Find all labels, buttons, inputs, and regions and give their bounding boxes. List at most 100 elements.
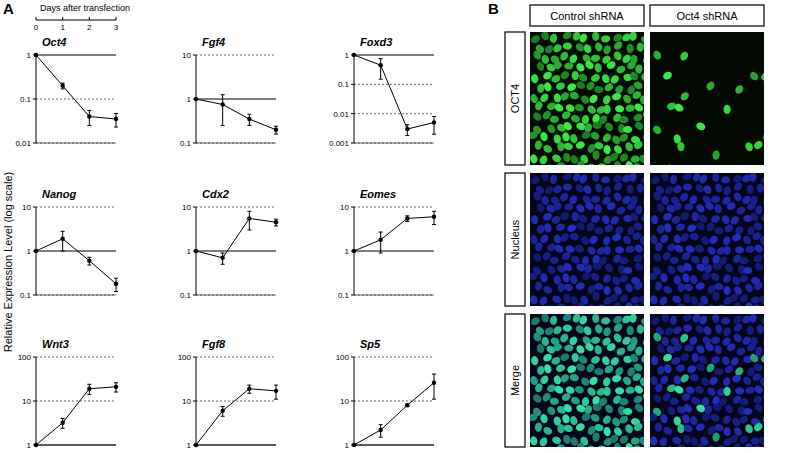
cell [706, 444, 718, 447]
row-header: OCT4 [509, 84, 521, 113]
cell [546, 123, 557, 135]
cell [624, 423, 634, 434]
cell [564, 203, 574, 211]
days-tick [36, 17, 37, 20]
cell [671, 435, 682, 445]
cell [562, 261, 574, 273]
cell [689, 274, 699, 285]
cell [641, 195, 644, 207]
cell [566, 304, 577, 306]
cell [679, 91, 691, 103]
marker [378, 238, 382, 242]
cell [723, 286, 731, 296]
cell [575, 422, 586, 432]
cell [602, 185, 612, 196]
cell [739, 257, 748, 264]
cell [613, 302, 621, 306]
x-range-line [196, 143, 276, 144]
cell [531, 356, 539, 366]
cell [564, 62, 574, 70]
grid-line [354, 113, 434, 114]
cell [694, 385, 705, 395]
cell [629, 173, 637, 182]
error-bar [61, 83, 65, 89]
cell [557, 142, 565, 151]
cell [752, 139, 764, 150]
cell [561, 173, 573, 182]
cell [632, 394, 643, 405]
x-range-line [196, 445, 276, 446]
cell [748, 211, 759, 223]
small-chart: Eomes0.1110 [338, 188, 436, 300]
x-range-line [354, 143, 434, 144]
cell [651, 215, 659, 225]
days-axis-line [36, 20, 116, 21]
error-cap [247, 211, 251, 212]
cell [633, 261, 644, 273]
cell [530, 34, 541, 45]
cell [714, 345, 723, 355]
cell [752, 221, 764, 232]
cell [621, 234, 632, 246]
data-group [352, 211, 436, 253]
cell [677, 142, 685, 151]
cell [570, 114, 581, 124]
error-cap [274, 399, 278, 400]
cell [732, 191, 743, 203]
cell [735, 346, 746, 356]
cell [741, 234, 752, 246]
cell [665, 304, 677, 306]
series-line [36, 387, 116, 445]
cell [612, 40, 624, 52]
cell [744, 423, 754, 434]
row-header-box [505, 173, 525, 306]
grid-line [196, 295, 276, 296]
cell [550, 214, 562, 225]
cell [716, 444, 727, 447]
cell [638, 435, 644, 447]
y-tick-label: 0.1 [20, 291, 32, 300]
cell [594, 345, 603, 355]
cell [582, 325, 592, 336]
cell [586, 245, 598, 257]
error-cap [432, 374, 436, 375]
cell [594, 86, 604, 94]
cell [550, 355, 562, 366]
cell [536, 365, 545, 376]
cell [642, 323, 644, 335]
cell [576, 301, 585, 306]
error-bar [87, 384, 91, 394]
cell [630, 296, 640, 305]
cell [612, 191, 623, 203]
cell [689, 232, 700, 241]
error-bar [274, 385, 278, 399]
error-stem [434, 117, 435, 135]
reference-line [354, 251, 434, 252]
micrograph [650, 32, 764, 165]
cell [601, 176, 611, 184]
error-bar [221, 253, 225, 264]
cell [712, 314, 719, 323]
error-cap [114, 382, 118, 383]
cell [695, 262, 706, 272]
cell [542, 143, 554, 154]
cell [611, 233, 622, 243]
cell [758, 435, 764, 447]
error-cap [221, 416, 225, 417]
cell [744, 442, 754, 447]
cell [627, 326, 634, 335]
cell [596, 303, 607, 306]
marker [274, 389, 278, 393]
y-axis [36, 357, 37, 445]
cell [530, 131, 538, 140]
chart-title: Oct4 [42, 36, 66, 48]
y-axis [196, 357, 197, 445]
cell [592, 150, 600, 160]
cell [752, 280, 764, 291]
cell [569, 415, 579, 426]
cell [552, 60, 563, 70]
cell [762, 323, 764, 335]
cell [634, 205, 643, 215]
cell [618, 132, 630, 143]
error-cap [405, 215, 409, 216]
